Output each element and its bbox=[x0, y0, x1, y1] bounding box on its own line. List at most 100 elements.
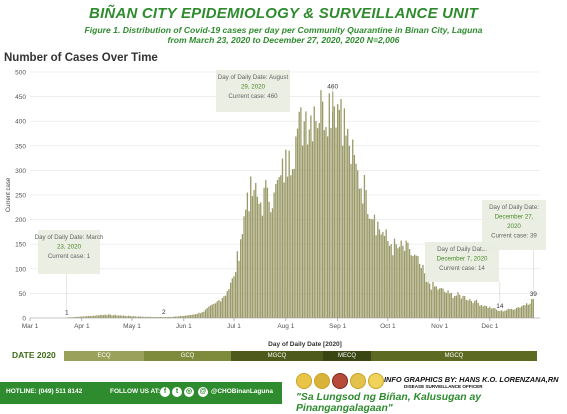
case-bar bbox=[516, 308, 517, 318]
y-tick-label: 200 bbox=[15, 217, 26, 224]
case-bar bbox=[322, 102, 323, 318]
case-bar bbox=[340, 99, 341, 318]
case-bar bbox=[431, 290, 432, 318]
case-bar bbox=[275, 184, 276, 318]
case-bar bbox=[364, 175, 365, 318]
city-slogan: "Sa Lungsod ng Biñan, Kalusugan ay Pinan… bbox=[296, 392, 567, 414]
case-bar bbox=[190, 315, 191, 318]
x-tick-label: Aug 1 bbox=[277, 323, 294, 330]
y-tick-label: 350 bbox=[15, 143, 26, 150]
case-bar bbox=[305, 111, 306, 318]
case-bar bbox=[319, 123, 320, 318]
case-bar bbox=[501, 310, 502, 318]
case-bar bbox=[334, 106, 335, 318]
y-axis-label: Current case bbox=[6, 177, 12, 212]
case-bar bbox=[412, 256, 413, 318]
case-bar bbox=[101, 315, 102, 318]
case-bar bbox=[472, 303, 473, 318]
case-bar bbox=[380, 234, 381, 318]
case-bar bbox=[481, 305, 482, 318]
case-bar bbox=[365, 190, 366, 318]
y-tick-label: 50 bbox=[19, 291, 27, 298]
case-bar bbox=[419, 264, 420, 318]
case-bar bbox=[389, 246, 390, 318]
case-bar bbox=[225, 296, 226, 318]
tooltip-line: 2020 bbox=[507, 223, 521, 230]
case-bar bbox=[197, 314, 198, 318]
case-bar bbox=[265, 180, 266, 318]
case-bar bbox=[309, 129, 310, 318]
case-bar bbox=[454, 296, 455, 318]
case-bar bbox=[294, 169, 295, 318]
case-bar bbox=[212, 304, 213, 318]
case-bar bbox=[123, 316, 124, 318]
social-handle[interactable]: @CHOBinanLaguna bbox=[211, 388, 273, 395]
y-tick-label: 100 bbox=[15, 266, 26, 273]
case-bar bbox=[106, 315, 107, 318]
x-tick-label: May 1 bbox=[123, 323, 141, 330]
case-bar bbox=[228, 289, 229, 318]
case-bar bbox=[258, 204, 259, 318]
at-icon[interactable]: @ bbox=[198, 387, 208, 397]
tooltip-line: Day of Daily Date: March bbox=[35, 234, 104, 241]
case-bar bbox=[96, 315, 97, 318]
case-bar bbox=[476, 300, 477, 318]
tooltip-line: Day of Daily Date: bbox=[489, 204, 539, 211]
case-bar bbox=[374, 215, 375, 318]
case-bar bbox=[416, 256, 417, 318]
case-bar bbox=[508, 309, 509, 318]
case-bar bbox=[489, 307, 490, 318]
x-tick-label: Jul 1 bbox=[227, 323, 241, 330]
case-bar bbox=[342, 146, 343, 318]
health-office-seal-icon bbox=[314, 373, 330, 389]
x-tick-label: Jun 1 bbox=[176, 323, 192, 330]
y-tick-label: 0 bbox=[22, 316, 26, 323]
agency-seal-icon bbox=[332, 373, 348, 389]
data-label: 14 bbox=[496, 303, 504, 310]
case-bar bbox=[243, 216, 244, 318]
case-bar bbox=[192, 315, 193, 318]
case-bar bbox=[330, 128, 331, 318]
case-bar bbox=[289, 151, 290, 318]
case-bar bbox=[493, 308, 494, 318]
case-bar bbox=[459, 295, 460, 318]
case-bar bbox=[105, 315, 106, 318]
phase-gcq: GCQ bbox=[144, 351, 231, 361]
twitter-icon[interactable]: t bbox=[172, 387, 182, 397]
case-bar bbox=[200, 313, 201, 318]
case-bar bbox=[232, 278, 233, 318]
y-tick-label: 250 bbox=[15, 193, 26, 200]
case-bar bbox=[462, 296, 463, 318]
figure-caption-line2: from March 23, 2020 to December 27, 2020… bbox=[0, 35, 567, 45]
facebook-icon[interactable]: f bbox=[160, 387, 170, 397]
tooltip-line: Day of Daily Date: August bbox=[218, 74, 289, 81]
case-bar bbox=[529, 304, 530, 318]
case-bar bbox=[242, 234, 243, 318]
case-bar bbox=[421, 268, 422, 318]
quarantine-timeline: DATE 2020 ECQ GCQ MGCQ MECQ MGCQ bbox=[0, 348, 567, 364]
case-bar bbox=[202, 312, 203, 318]
case-bar bbox=[375, 235, 376, 318]
case-bar bbox=[285, 150, 286, 318]
case-bar bbox=[399, 247, 400, 318]
case-bar bbox=[519, 308, 520, 318]
case-bar bbox=[110, 315, 111, 318]
case-bar bbox=[466, 300, 467, 318]
figure-caption-line1: Figure 1. Distribution of Covid-19 cases… bbox=[0, 25, 567, 35]
case-bar bbox=[467, 300, 468, 318]
case-bar bbox=[116, 316, 117, 318]
case-bar bbox=[496, 310, 497, 318]
case-bar bbox=[370, 219, 371, 318]
case-bar bbox=[509, 309, 510, 318]
tooltip-line: Current case: 39 bbox=[491, 233, 537, 240]
infographic-credit: INFO GRAPHICS BY: HANS K.O. LORENZANA,RN bbox=[384, 375, 559, 384]
case-bar bbox=[187, 316, 188, 318]
x-tick-label: Sep 1 bbox=[329, 323, 346, 330]
case-bar bbox=[439, 288, 440, 318]
case-bar bbox=[252, 196, 253, 318]
y-tick-label: 300 bbox=[15, 168, 26, 175]
footer: HOTLINE: (049) 511 8142 FOLLOW US AT: f … bbox=[0, 368, 567, 410]
case-bar bbox=[297, 129, 298, 318]
case-bar bbox=[240, 239, 241, 318]
instagram-icon[interactable]: ◎ bbox=[184, 387, 194, 397]
